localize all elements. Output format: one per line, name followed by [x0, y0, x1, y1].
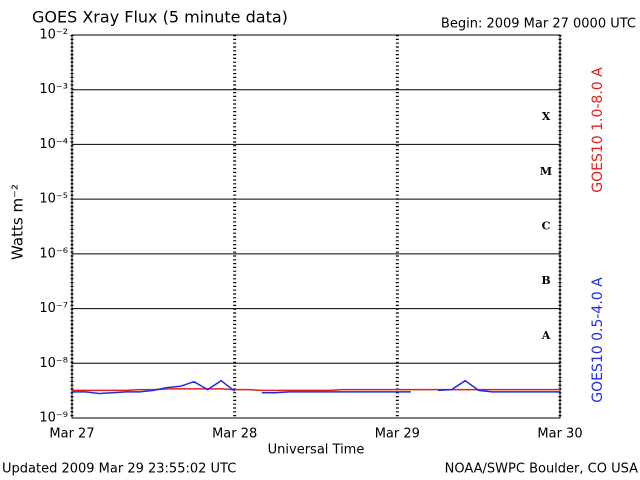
x-tick-label: Mar 30 — [537, 427, 582, 442]
y-tick-label: 10⁻³ — [39, 82, 68, 97]
flare-class-label: B — [541, 274, 550, 287]
footer-right: NOAA/SWPC Boulder, CO USA — [445, 462, 638, 477]
flare-class-label: C — [542, 220, 551, 233]
chart-title: GOES Xray Flux (5 minute data) — [32, 8, 288, 27]
flare-class-label: M — [540, 165, 552, 178]
x-axis-label: Universal Time — [268, 443, 365, 458]
chart-subtitle: Begin: 2009 Mar 27 0000 UTC — [441, 17, 636, 32]
y-axis-label: Watts m⁻² — [9, 184, 27, 260]
series-line — [72, 388, 560, 392]
footer-left: Updated 2009 Mar 29 23:55:02 UTC — [2, 462, 236, 477]
legend-entry: GOES10 0.5-4.0 A — [590, 277, 606, 403]
y-tick-label: 10⁻⁵ — [39, 192, 68, 207]
plot-frame — [71, 34, 561, 419]
x-tick-label: Mar 28 — [212, 427, 257, 442]
legend-entry: GOES10 1.0-8.0 A — [590, 67, 606, 193]
y-tick-label: 10⁻⁹ — [39, 411, 68, 426]
y-tick-label: 10⁻⁶ — [39, 246, 68, 261]
flare-class-label: A — [541, 329, 551, 342]
y-tick-label: 10⁻⁴ — [39, 137, 68, 152]
series-line — [72, 379, 560, 395]
y-tick-label: 10⁻² — [39, 28, 68, 43]
flare-class-label: X — [542, 110, 551, 123]
y-tick-label: 10⁻⁸ — [39, 356, 68, 371]
x-tick-label: Mar 27 — [49, 427, 94, 442]
x-tick-label: Mar 29 — [375, 427, 420, 442]
y-tick-label: 10⁻⁷ — [39, 301, 68, 316]
